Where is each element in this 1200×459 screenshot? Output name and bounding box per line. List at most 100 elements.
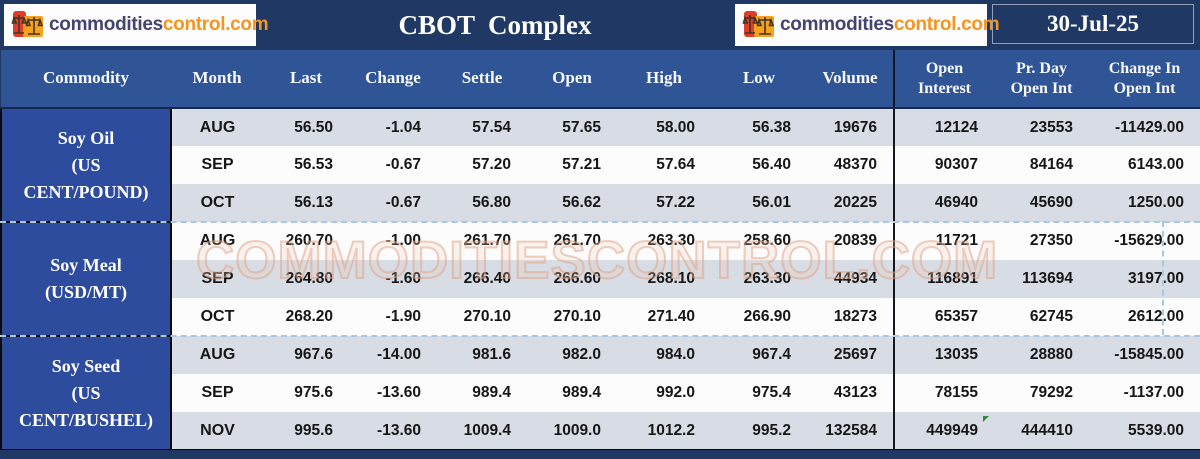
- column-header-commodity: Commodity: [1, 50, 171, 109]
- value-cell-settle: 981.6: [437, 336, 527, 374]
- table-row: Soy Oil (US CENT/POUND) AUG 56.50 -1.04 57.54 5…: [0, 107, 1200, 223]
- value-cell-change-open-int: -1137.00: [1089, 374, 1200, 412]
- value-cell-low: 975.4: [711, 374, 807, 412]
- page-title: CBOT Complex: [398, 10, 592, 40]
- value-cell-open-interest: 46940: [893, 184, 994, 222]
- value-cell-open: 982.0: [527, 336, 617, 374]
- value-cell-high: 1012.2: [617, 412, 711, 451]
- value-cell-volume: 20839: [807, 222, 894, 260]
- value-cell-low: 263.30: [711, 260, 807, 298]
- value-cell-open: 989.4: [527, 374, 617, 412]
- value-cell-change: -1.04: [349, 108, 437, 146]
- page-break-line: [0, 335, 1200, 337]
- value-cell-change: -1.90: [349, 298, 437, 336]
- column-header-month: Month: [171, 50, 263, 109]
- month-cell: AUG: [171, 336, 263, 374]
- value-cell-high: 992.0: [617, 374, 711, 412]
- value-cell-open-interest: 13035: [893, 336, 994, 374]
- value-cell-high: 984.0: [617, 336, 711, 374]
- table-header-row: Commodity Month Last Change Settle Open High Lo…: [1, 50, 1200, 109]
- table-row: SEP 56.53 -0.67 57.20 57.21 57.64 56.40 48370 90…: [1, 146, 1200, 184]
- value-cell-low: 967.4: [711, 336, 807, 374]
- value-cell-last: 56.13: [263, 184, 349, 222]
- value-cell-volume: 44934: [807, 260, 894, 298]
- logo-text: commoditiescontrol.com: [780, 14, 1000, 35]
- value-cell-settle: 266.40: [437, 260, 527, 298]
- page-break-line: [0, 221, 1200, 223]
- value-cell-low: 258.60: [711, 222, 807, 260]
- value-cell-change: -13.60: [349, 374, 437, 412]
- commodity-label: Soy Oil (US CENT/POUND): [0, 107, 172, 223]
- value-cell-last: 56.53: [263, 146, 349, 184]
- value-cell-high: 57.22: [617, 184, 711, 222]
- value-cell-change: -1.00: [349, 222, 437, 260]
- value-cell-settle: 270.10: [437, 298, 527, 336]
- value-cell-prday-open-int: 27350: [994, 222, 1089, 260]
- column-header-last: Last: [263, 50, 349, 109]
- bottom-bar: [0, 450, 1200, 459]
- value-cell-open-interest: 90307: [893, 146, 994, 184]
- value-cell-last: 56.50: [263, 108, 349, 146]
- value-cell-high: 57.64: [617, 146, 711, 184]
- table-row: SEP 975.6 -13.60 989.4 989.4 992.0 975.4 43123 7…: [1, 374, 1200, 412]
- value-cell-open-interest: 65357: [893, 298, 994, 336]
- value-cell-prday-open-int: 444410: [994, 412, 1089, 451]
- value-cell-change-open-int: -15629.00: [1089, 222, 1200, 260]
- value-cell-prday-open-int: 79292: [994, 374, 1089, 412]
- value-cell-volume: 25697: [807, 336, 894, 374]
- value-cell-change-open-int: 5539.00: [1089, 412, 1200, 451]
- column-header-change: Change: [349, 50, 437, 109]
- table-row: SEP 264.80 -1.60 266.40 266.60 268.10 263.30 44…: [1, 260, 1200, 298]
- month-cell: AUG: [171, 222, 263, 260]
- prices-table: Commodity Month Last Change Settle Open High Lo…: [0, 50, 1200, 451]
- value-cell-high: 268.10: [617, 260, 711, 298]
- column-header-low: Low: [711, 50, 807, 109]
- value-cell-low: 56.38: [711, 108, 807, 146]
- commodity-label: Soy Meal (USD/MT): [0, 221, 172, 337]
- value-cell-open: 261.70: [527, 222, 617, 260]
- value-cell-change-open-int: 2612.00: [1089, 298, 1200, 336]
- logo-text: commoditiescontrol.com: [49, 14, 269, 35]
- column-header-change-open-int: Change In Open Int: [1089, 50, 1200, 109]
- value-cell-open: 266.60: [527, 260, 617, 298]
- value-cell-last: 995.6: [263, 412, 349, 451]
- value-cell-last: 967.6: [263, 336, 349, 374]
- value-cell-change: -13.60: [349, 412, 437, 451]
- value-cell-change-open-int: 6143.00: [1089, 146, 1200, 184]
- commodity-label: Soy Seed (US CENT/BUSHEL): [0, 335, 172, 451]
- table-row: OCT 268.20 -1.90 270.10 270.10 271.40 266.90 18…: [1, 298, 1200, 336]
- value-cell-open-interest: 11721: [893, 222, 994, 260]
- value-cell-prday-open-int: 62745: [994, 298, 1089, 336]
- month-cell: SEP: [171, 146, 263, 184]
- value-cell-prday-open-int: 113694: [994, 260, 1089, 298]
- top-bar: commoditiescontrol.com CBOT Complex comm…: [0, 0, 1200, 50]
- value-cell-change-open-int: 1250.00: [1089, 184, 1200, 222]
- value-cell-settle: 56.80: [437, 184, 527, 222]
- month-cell: SEP: [171, 260, 263, 298]
- value-cell-high: 271.40: [617, 298, 711, 336]
- value-cell-settle: 989.4: [437, 374, 527, 412]
- value-cell-change-open-int: 3197.00: [1089, 260, 1200, 298]
- value-cell-open-interest: 12124: [893, 108, 994, 146]
- logo-left: commoditiescontrol.com: [4, 4, 269, 46]
- value-cell-volume: 18273: [807, 298, 894, 336]
- value-cell-settle: 261.70: [437, 222, 527, 260]
- month-cell: SEP: [171, 374, 263, 412]
- scales-logo-icon: [10, 7, 46, 43]
- column-header-prday-open-int: Pr. Day Open Int: [994, 50, 1089, 109]
- value-cell-volume: 20225: [807, 184, 894, 222]
- value-cell-open-interest: 78155: [893, 374, 994, 412]
- column-header-open: Open: [527, 50, 617, 109]
- value-cell-change: -1.60: [349, 260, 437, 298]
- month-cell: OCT: [171, 184, 263, 222]
- value-cell-open-interest: 449949: [893, 412, 994, 451]
- value-cell-open: 270.10: [527, 298, 617, 336]
- value-cell-change: -0.67: [349, 146, 437, 184]
- column-header-volume: Volume: [807, 50, 894, 109]
- value-cell-low: 56.01: [711, 184, 807, 222]
- value-cell-high: 263.30: [617, 222, 711, 260]
- value-cell-open: 57.65: [527, 108, 617, 146]
- value-cell-change: -0.67: [349, 184, 437, 222]
- column-header-settle: Settle: [437, 50, 527, 109]
